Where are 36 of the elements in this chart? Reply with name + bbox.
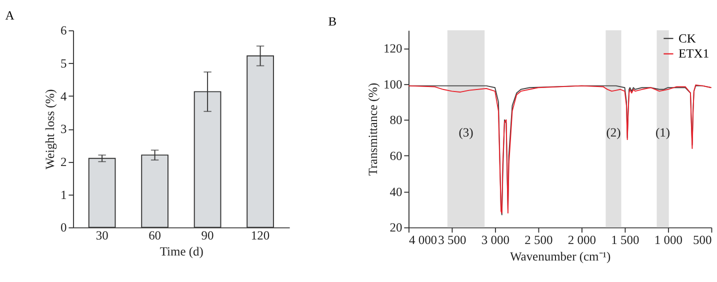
x-tick-label: 60 [148, 228, 162, 242]
y-tick-label: 40 [390, 184, 402, 199]
legend-label: ETX1 [678, 46, 710, 61]
y-tick-label: 3 [60, 122, 67, 136]
x-tick-label: 90 [201, 228, 214, 242]
x-tick-label: 120 [250, 228, 270, 242]
x-tick-label: 4 000 [408, 233, 438, 248]
y-axis-title: Weight loss (%) [42, 89, 57, 170]
y-tick-label: 6 [60, 24, 67, 38]
legend-label: CK [678, 31, 696, 46]
y-tick-label: 60 [390, 149, 402, 164]
x-axis-title: Wavenumber (cm⁻¹) [510, 249, 611, 264]
y-tick-label: 2 [60, 154, 67, 169]
x-tick-label: 2 500 [524, 233, 553, 248]
y-tick-label: 0 [60, 220, 67, 235]
x-tick-label: 30 [96, 228, 108, 242]
y-tick-label: 120 [383, 42, 402, 56]
y-tick-label: 5 [60, 56, 67, 70]
x-tick-label: 3 000 [481, 233, 510, 248]
y-tick-label: 1 [60, 188, 67, 202]
y-tick-label: 20 [390, 220, 402, 235]
y-tick-label: 80 [390, 113, 402, 128]
x-axis-title: Time (d) [160, 244, 204, 259]
x-tick-label: 2 000 [568, 233, 596, 248]
y-tick-label: 100 [383, 77, 402, 92]
x-tick-label: 500 [692, 233, 712, 248]
x-tick-label: 1 000 [654, 233, 683, 248]
band-label: (3) [458, 126, 474, 140]
chart-title: B [328, 14, 337, 28]
chart-title: A [5, 8, 14, 23]
x-tick-label: 3 500 [438, 233, 466, 248]
x-tick-label: 1 500 [611, 233, 640, 248]
band-label: (1) [656, 126, 670, 140]
y-axis-title: Transmittance (%) [366, 82, 380, 176]
y-tick-label: 4 [60, 89, 68, 104]
band-label: (2) [606, 126, 621, 140]
